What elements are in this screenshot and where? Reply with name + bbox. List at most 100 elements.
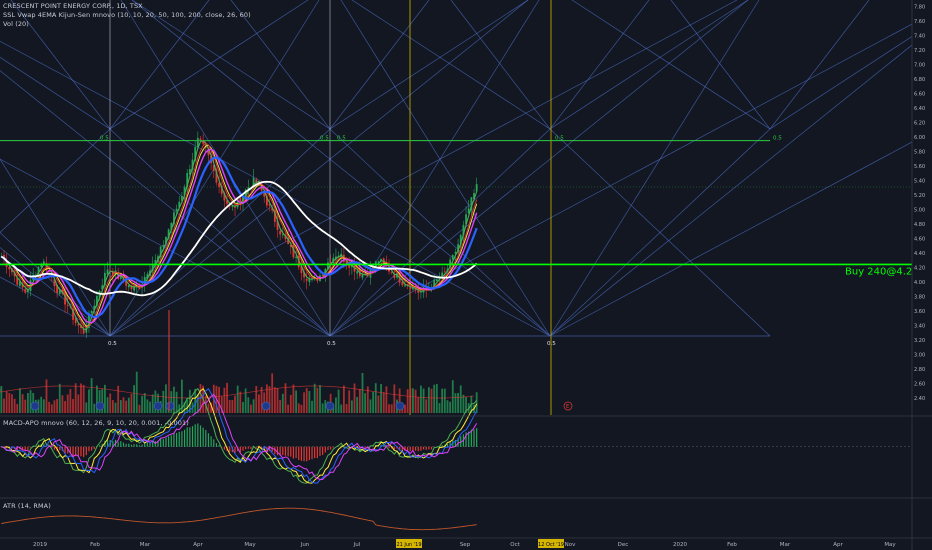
candle-body[interactable]: [56, 284, 58, 294]
candle-body[interactable]: [66, 304, 69, 306]
candle-body[interactable]: [279, 230, 282, 235]
candle-body[interactable]: [281, 234, 284, 236]
macd-pane[interactable]: 0.00-0.50: [0, 387, 927, 492]
candle-body[interactable]: [252, 177, 255, 189]
candle-body[interactable]: [220, 185, 223, 194]
candle-body[interactable]: [191, 159, 194, 171]
candle-body[interactable]: [372, 267, 375, 269]
candle-body[interactable]: [236, 199, 239, 208]
candle-body[interactable]: [96, 295, 98, 306]
candle-body[interactable]: [255, 179, 258, 183]
candle-body[interactable]: [13, 272, 16, 277]
candle-body[interactable]: [377, 261, 380, 263]
candle-body[interactable]: [273, 210, 276, 222]
candle-body[interactable]: [247, 187, 250, 189]
candle-body[interactable]: [77, 323, 80, 326]
candle-body[interactable]: [199, 138, 202, 140]
candle-body[interactable]: [93, 305, 96, 310]
candle-body[interactable]: [90, 310, 93, 314]
candle-body[interactable]: [335, 256, 337, 260]
candle-body[interactable]: [159, 246, 162, 257]
candle-body[interactable]: [101, 285, 104, 290]
candle-body[interactable]: [295, 256, 297, 258]
candle-body[interactable]: [265, 195, 268, 206]
event-marker[interactable]: [153, 401, 163, 411]
candle-body[interactable]: [231, 205, 234, 207]
candle-body[interactable]: [276, 220, 279, 230]
candle-body[interactable]: [26, 290, 29, 293]
candle-body[interactable]: [308, 278, 311, 283]
candle-body[interactable]: [457, 244, 459, 253]
candle-body[interactable]: [82, 328, 85, 334]
candle-body[interactable]: [366, 274, 369, 277]
candle-body[interactable]: [175, 208, 178, 212]
candle-body[interactable]: [327, 262, 329, 270]
candle-body[interactable]: [412, 286, 414, 290]
candle-body[interactable]: [21, 283, 24, 288]
candle-body[interactable]: [72, 308, 74, 320]
candle-body[interactable]: [61, 289, 64, 294]
candle-body[interactable]: [449, 259, 452, 268]
candle-body[interactable]: [435, 279, 438, 281]
indicator-legend[interactable]: SSL Vwap 4EMA Kijun-Sen mnovo (10, 10, 2…: [3, 11, 251, 19]
candle-body[interactable]: [329, 261, 332, 263]
candle-body[interactable]: [465, 214, 467, 225]
candle-body[interactable]: [194, 147, 197, 161]
earnings-marker[interactable]: [563, 401, 573, 411]
event-marker[interactable]: [95, 401, 105, 411]
candle-body[interactable]: [268, 204, 271, 206]
candle-body[interactable]: [74, 318, 77, 324]
candle-body[interactable]: [287, 237, 290, 245]
candle-body[interactable]: [218, 183, 220, 188]
candle-body[interactable]: [170, 222, 173, 231]
candle-body[interactable]: [58, 290, 61, 294]
candle-body[interactable]: [146, 274, 149, 279]
candle-body[interactable]: [127, 284, 130, 288]
candle-body[interactable]: [106, 269, 109, 275]
candle-body[interactable]: [16, 277, 19, 285]
candle-body[interactable]: [143, 276, 146, 284]
candle-body[interactable]: [181, 196, 183, 201]
fib-levels[interactable]: 0.5 0.5 0.5 0.5 0.5 0.5 0.5 0.5: [0, 136, 912, 347]
candle-body[interactable]: [475, 184, 478, 192]
time-axis[interactable]: 2019FebMarAprMayJunJulAugSepOctNovDec202…: [0, 415, 932, 548]
candle-body[interactable]: [223, 192, 226, 201]
candle-body[interactable]: [409, 287, 412, 290]
candle-body[interactable]: [53, 279, 56, 287]
candle-body[interactable]: [226, 200, 228, 204]
event-marker[interactable]: [165, 401, 175, 411]
candle-body[interactable]: [111, 271, 114, 276]
candle-body[interactable]: [305, 279, 308, 281]
candle-body[interactable]: [37, 266, 40, 275]
candle-body[interactable]: [404, 285, 406, 287]
candle-body[interactable]: [202, 140, 205, 144]
candle-body[interactable]: [45, 262, 48, 271]
candle-body[interactable]: [244, 189, 247, 198]
candle-body[interactable]: [300, 266, 303, 274]
candle-body[interactable]: [64, 293, 66, 305]
candle-body[interactable]: [393, 274, 396, 278]
candle-body[interactable]: [133, 286, 136, 291]
candle-body[interactable]: [80, 325, 82, 329]
candle-body[interactable]: [380, 258, 382, 262]
candle-body[interactable]: [417, 288, 420, 293]
candle-body[interactable]: [151, 264, 154, 271]
event-marker[interactable]: [261, 401, 271, 411]
event-marker[interactable]: [395, 401, 405, 411]
candle-body[interactable]: [88, 313, 90, 329]
candle-body[interactable]: [165, 236, 167, 244]
candle-body[interactable]: [263, 192, 266, 197]
candle-body[interactable]: [348, 263, 351, 268]
atr-legend[interactable]: ATR (14, RMA): [3, 502, 51, 510]
candle-body[interactable]: [454, 252, 457, 254]
candle-body[interactable]: [103, 272, 106, 286]
candle-body[interactable]: [207, 147, 210, 156]
candle-body[interactable]: [178, 201, 181, 208]
candle-body[interactable]: [361, 274, 364, 278]
candle-body[interactable]: [29, 280, 32, 291]
candle-body[interactable]: [8, 266, 11, 270]
candle-body[interactable]: [239, 197, 242, 205]
candle-body[interactable]: [321, 274, 324, 276]
candle-body[interactable]: [345, 260, 348, 264]
candle-body[interactable]: [356, 271, 359, 274]
